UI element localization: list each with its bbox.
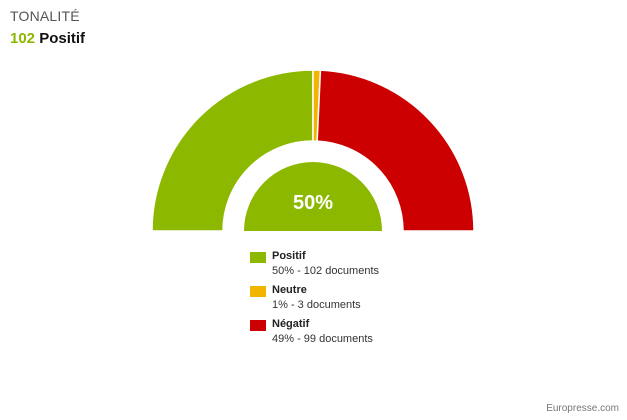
gauge-segment-negatif bbox=[316, 69, 475, 232]
legend-name-neutre: Neutre bbox=[272, 284, 307, 296]
source-credit: Europresse.com bbox=[546, 403, 619, 414]
legend-detail-positif: 50% - 102 documents bbox=[272, 265, 380, 277]
headline: 102 Positif bbox=[10, 30, 85, 47]
legend-detail-negatif: 49% - 99 documents bbox=[272, 333, 373, 345]
legend-detail-neutre: 1% - 3 documents bbox=[272, 299, 361, 311]
legend-name-positif: Positif bbox=[272, 250, 306, 262]
gauge-center-disc bbox=[244, 162, 382, 231]
legend-swatch-positif bbox=[250, 252, 266, 263]
headline-label: Positif bbox=[39, 30, 86, 47]
legend-swatch-neutre bbox=[250, 286, 266, 297]
headline-count: 102 bbox=[10, 30, 36, 47]
legend-name-negatif: Négatif bbox=[272, 318, 310, 330]
gauge-center-label: 50% bbox=[293, 192, 333, 214]
legend-swatch-negatif bbox=[250, 320, 266, 331]
tonality-gauge-chart: 50% bbox=[151, 69, 475, 232]
gauge-segment-positif bbox=[151, 69, 314, 232]
gauge-segments bbox=[151, 69, 475, 232]
section-title: TONALITÉ bbox=[10, 8, 80, 24]
